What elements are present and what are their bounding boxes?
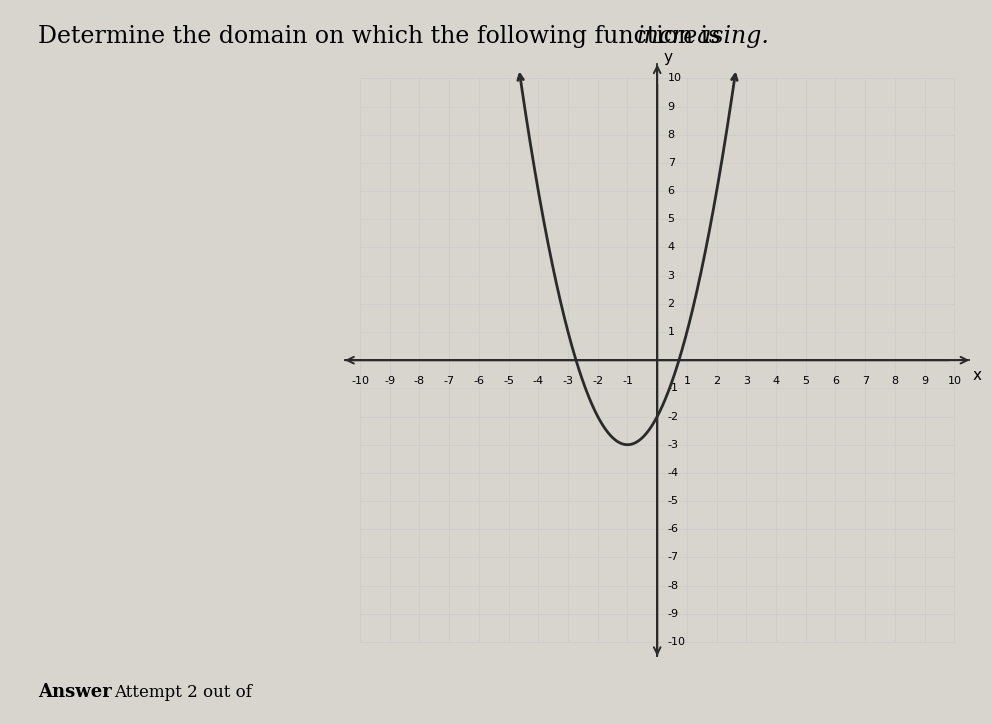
- Text: -9: -9: [668, 609, 679, 619]
- Text: x: x: [972, 369, 981, 383]
- Text: -5: -5: [503, 376, 514, 386]
- Text: -9: -9: [384, 376, 396, 386]
- Text: -6: -6: [668, 524, 679, 534]
- Text: 7: 7: [668, 158, 675, 168]
- Text: 9: 9: [668, 101, 675, 111]
- Text: 5: 5: [803, 376, 809, 386]
- Text: -4: -4: [668, 468, 679, 478]
- Text: -8: -8: [414, 376, 425, 386]
- Text: 8: 8: [892, 376, 899, 386]
- Text: -2: -2: [592, 376, 603, 386]
- Text: 6: 6: [832, 376, 839, 386]
- Text: 4: 4: [668, 243, 675, 253]
- Text: -3: -3: [668, 439, 679, 450]
- Text: -7: -7: [668, 552, 679, 563]
- Text: increasing.: increasing.: [637, 25, 770, 49]
- Text: Determine the domain on which the following function is: Determine the domain on which the follow…: [38, 25, 727, 49]
- Text: Attempt 2 out of: Attempt 2 out of: [114, 684, 252, 701]
- Text: 6: 6: [668, 186, 675, 196]
- Text: 9: 9: [921, 376, 929, 386]
- Text: -3: -3: [562, 376, 573, 386]
- Text: 7: 7: [862, 376, 869, 386]
- Text: -8: -8: [668, 581, 679, 591]
- Text: -10: -10: [668, 637, 685, 647]
- Text: 2: 2: [713, 376, 720, 386]
- Text: 1: 1: [668, 327, 675, 337]
- Text: 2: 2: [668, 299, 675, 309]
- Text: -1: -1: [668, 384, 679, 393]
- Text: -1: -1: [622, 376, 633, 386]
- Text: -2: -2: [668, 411, 679, 421]
- Text: -6: -6: [473, 376, 484, 386]
- Text: -10: -10: [351, 376, 369, 386]
- Text: 3: 3: [743, 376, 750, 386]
- Text: 1: 1: [683, 376, 690, 386]
- Text: 10: 10: [947, 376, 961, 386]
- Text: 5: 5: [668, 214, 675, 224]
- Text: y: y: [663, 50, 673, 65]
- Text: -4: -4: [533, 376, 544, 386]
- Text: 10: 10: [668, 73, 682, 83]
- Text: 4: 4: [773, 376, 780, 386]
- Text: -7: -7: [443, 376, 454, 386]
- Text: -5: -5: [668, 496, 679, 506]
- Text: 3: 3: [668, 271, 675, 281]
- Text: 8: 8: [668, 130, 675, 140]
- Text: Answer: Answer: [38, 683, 111, 701]
